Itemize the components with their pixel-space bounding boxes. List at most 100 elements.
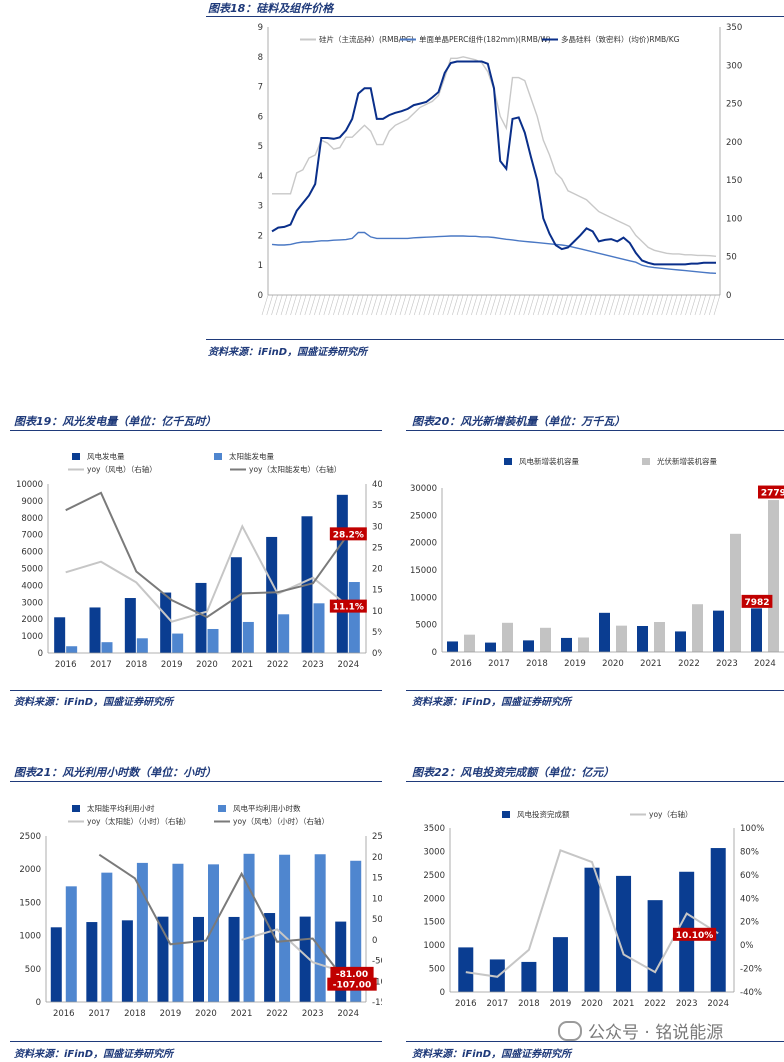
c20-xtick: 2016	[450, 659, 472, 669]
c19-legend-label: yoy（风电）（右轴）	[87, 464, 157, 474]
c22-y2tick: 60%	[740, 871, 759, 881]
fig21-source-rule	[10, 1041, 382, 1042]
c19-ytick: 5000	[21, 565, 43, 575]
c21-legend-label: 太阳能平均利用小时	[87, 803, 155, 813]
c19-ytick: 3000	[21, 598, 43, 608]
c18-date-tick	[513, 294, 521, 316]
c21-y2tick: 150	[372, 874, 382, 884]
c19-bar-2019-1	[160, 592, 172, 653]
c20-bar-2017-1	[485, 642, 496, 652]
c21-ytick: 2000	[19, 865, 41, 875]
c19-y2tick: 15%	[372, 586, 382, 596]
c18-date-tick	[271, 294, 278, 316]
c20-ytick: 20000	[410, 539, 437, 549]
chart-21: 0 500 1000 1500 2000 2500 -150 -100 -50 0 50 100 150…	[19, 803, 382, 1019]
c18-date-tick	[295, 294, 302, 316]
c18-date-tick	[566, 294, 573, 316]
c18-y2tick: 100	[726, 214, 742, 224]
c22-data-label-box	[672, 927, 717, 941]
c18-date-tick	[628, 294, 635, 316]
c18-date-tick	[285, 294, 293, 316]
c21-y2tick: 100	[372, 894, 382, 904]
c18-date-tick	[561, 294, 569, 316]
c19-bar-2021-2	[242, 621, 254, 653]
fig18-source: 资料来源：iFinD，国盛证券研究所	[208, 347, 368, 358]
c19-bar-2024-2	[348, 582, 360, 653]
c18-date-tick	[708, 294, 716, 316]
c18-date-tick	[347, 294, 354, 316]
c20-bar-2021-2	[654, 621, 665, 652]
c21-bar-2020-2	[208, 864, 219, 1002]
c22-ytick: 0	[440, 988, 445, 998]
fig18-title-rule	[206, 16, 784, 17]
fig21-title-rule	[10, 781, 382, 782]
c22-ytick: 2000	[423, 894, 445, 904]
c19-bar-2018-2	[136, 638, 148, 653]
c18-date-tick	[352, 294, 359, 316]
c18-date-tick	[452, 294, 459, 316]
c18-ytick: 7	[258, 83, 263, 93]
c18-date-tick	[590, 294, 597, 316]
c18-legend-label: 多晶硅料（致密料）(均价)RMB/KG	[561, 34, 680, 44]
c21-y2tick: 0	[372, 936, 377, 946]
c18-date-tick	[456, 294, 464, 316]
fig22-source: 资料来源：iFinD，国盛证券研究所	[412, 1049, 572, 1060]
c18-date-tick	[518, 294, 526, 316]
c22-xtick: 2016	[455, 999, 477, 1009]
c21-bar-2021-1	[228, 916, 240, 1002]
c20-data-label: 7982	[744, 598, 769, 608]
c22-bar-2019-1	[552, 937, 568, 992]
c18-date-tick	[432, 294, 440, 316]
chart-20: 0 5000 10000 15000 20000 25000 30000 2016 2017 20…	[410, 456, 784, 669]
c20-legend-label: 光伏新增装机容量	[657, 456, 717, 466]
c18-date-tick	[314, 294, 321, 316]
c21-xtick: 2022	[266, 1009, 288, 1019]
c21-legend-swatch	[72, 805, 80, 812]
c18-y2tick: 350	[726, 23, 742, 33]
fig20-source: 资料来源：iFinD，国盛证券研究所	[412, 697, 572, 708]
c21-data-label: -107.00	[333, 981, 371, 991]
c20-legend-label: 风电新增装机容量	[519, 456, 579, 466]
c22-xtick: 2019	[550, 999, 572, 1009]
c20-data-label-box	[758, 485, 784, 499]
c20-data-label-box	[741, 594, 773, 608]
fig19-source: 资料来源：iFinD，国盛证券研究所	[14, 697, 174, 708]
c18-date-tick	[490, 294, 497, 316]
c18-date-tick	[361, 294, 369, 316]
c20-xtick: 2022	[678, 659, 700, 669]
c18-date-tick	[404, 294, 412, 316]
c18-date-tick	[713, 294, 721, 316]
c22-y2tick: -20%	[740, 965, 762, 975]
chart-22: 0 500 1000 1500 2000 2500 3000 3500 -40% -20% 0% 20…	[423, 809, 764, 1009]
c22-legend-swatch	[502, 811, 510, 818]
c22-legend-label: yoy（右轴）	[649, 809, 692, 819]
c18-date-tick	[342, 294, 350, 316]
c19-y2tick: 5%	[372, 628, 382, 638]
c18-date-tick	[613, 294, 621, 316]
c20-ytick: 30000	[410, 484, 437, 494]
c18-date-tick	[647, 294, 654, 316]
c21-ytick: 2500	[19, 832, 41, 842]
c19-legend-swatch	[72, 453, 80, 460]
c21-bar-2024-2	[350, 860, 362, 1002]
c21-line-2	[98, 853, 349, 985]
c22-legend-label: 风电投资完成额	[517, 809, 570, 819]
c19-ytick: 9000	[21, 497, 43, 507]
c18-date-tick	[551, 294, 559, 316]
c21-bar-2022-2	[279, 854, 291, 1002]
c22-y2tick: 0%	[740, 941, 754, 951]
c18-date-tick	[632, 294, 640, 316]
c21-bar-2022-1	[264, 913, 276, 1002]
c19-y2tick: 0%	[372, 649, 382, 659]
c18-date-tick	[447, 294, 454, 316]
c21-ytick: 1000	[19, 932, 41, 942]
c21-ytick: 0	[36, 998, 41, 1008]
c19-ytick: 7000	[21, 531, 43, 541]
c18-date-tick	[694, 294, 702, 316]
c20-xtick: 2019	[564, 659, 586, 669]
c18-date-tick	[604, 294, 611, 316]
c18-date-tick	[380, 294, 388, 316]
c22-ytick: 1000	[423, 941, 445, 951]
c19-bar-2022-1	[266, 536, 278, 653]
c22-bar-2016-1	[458, 947, 474, 992]
